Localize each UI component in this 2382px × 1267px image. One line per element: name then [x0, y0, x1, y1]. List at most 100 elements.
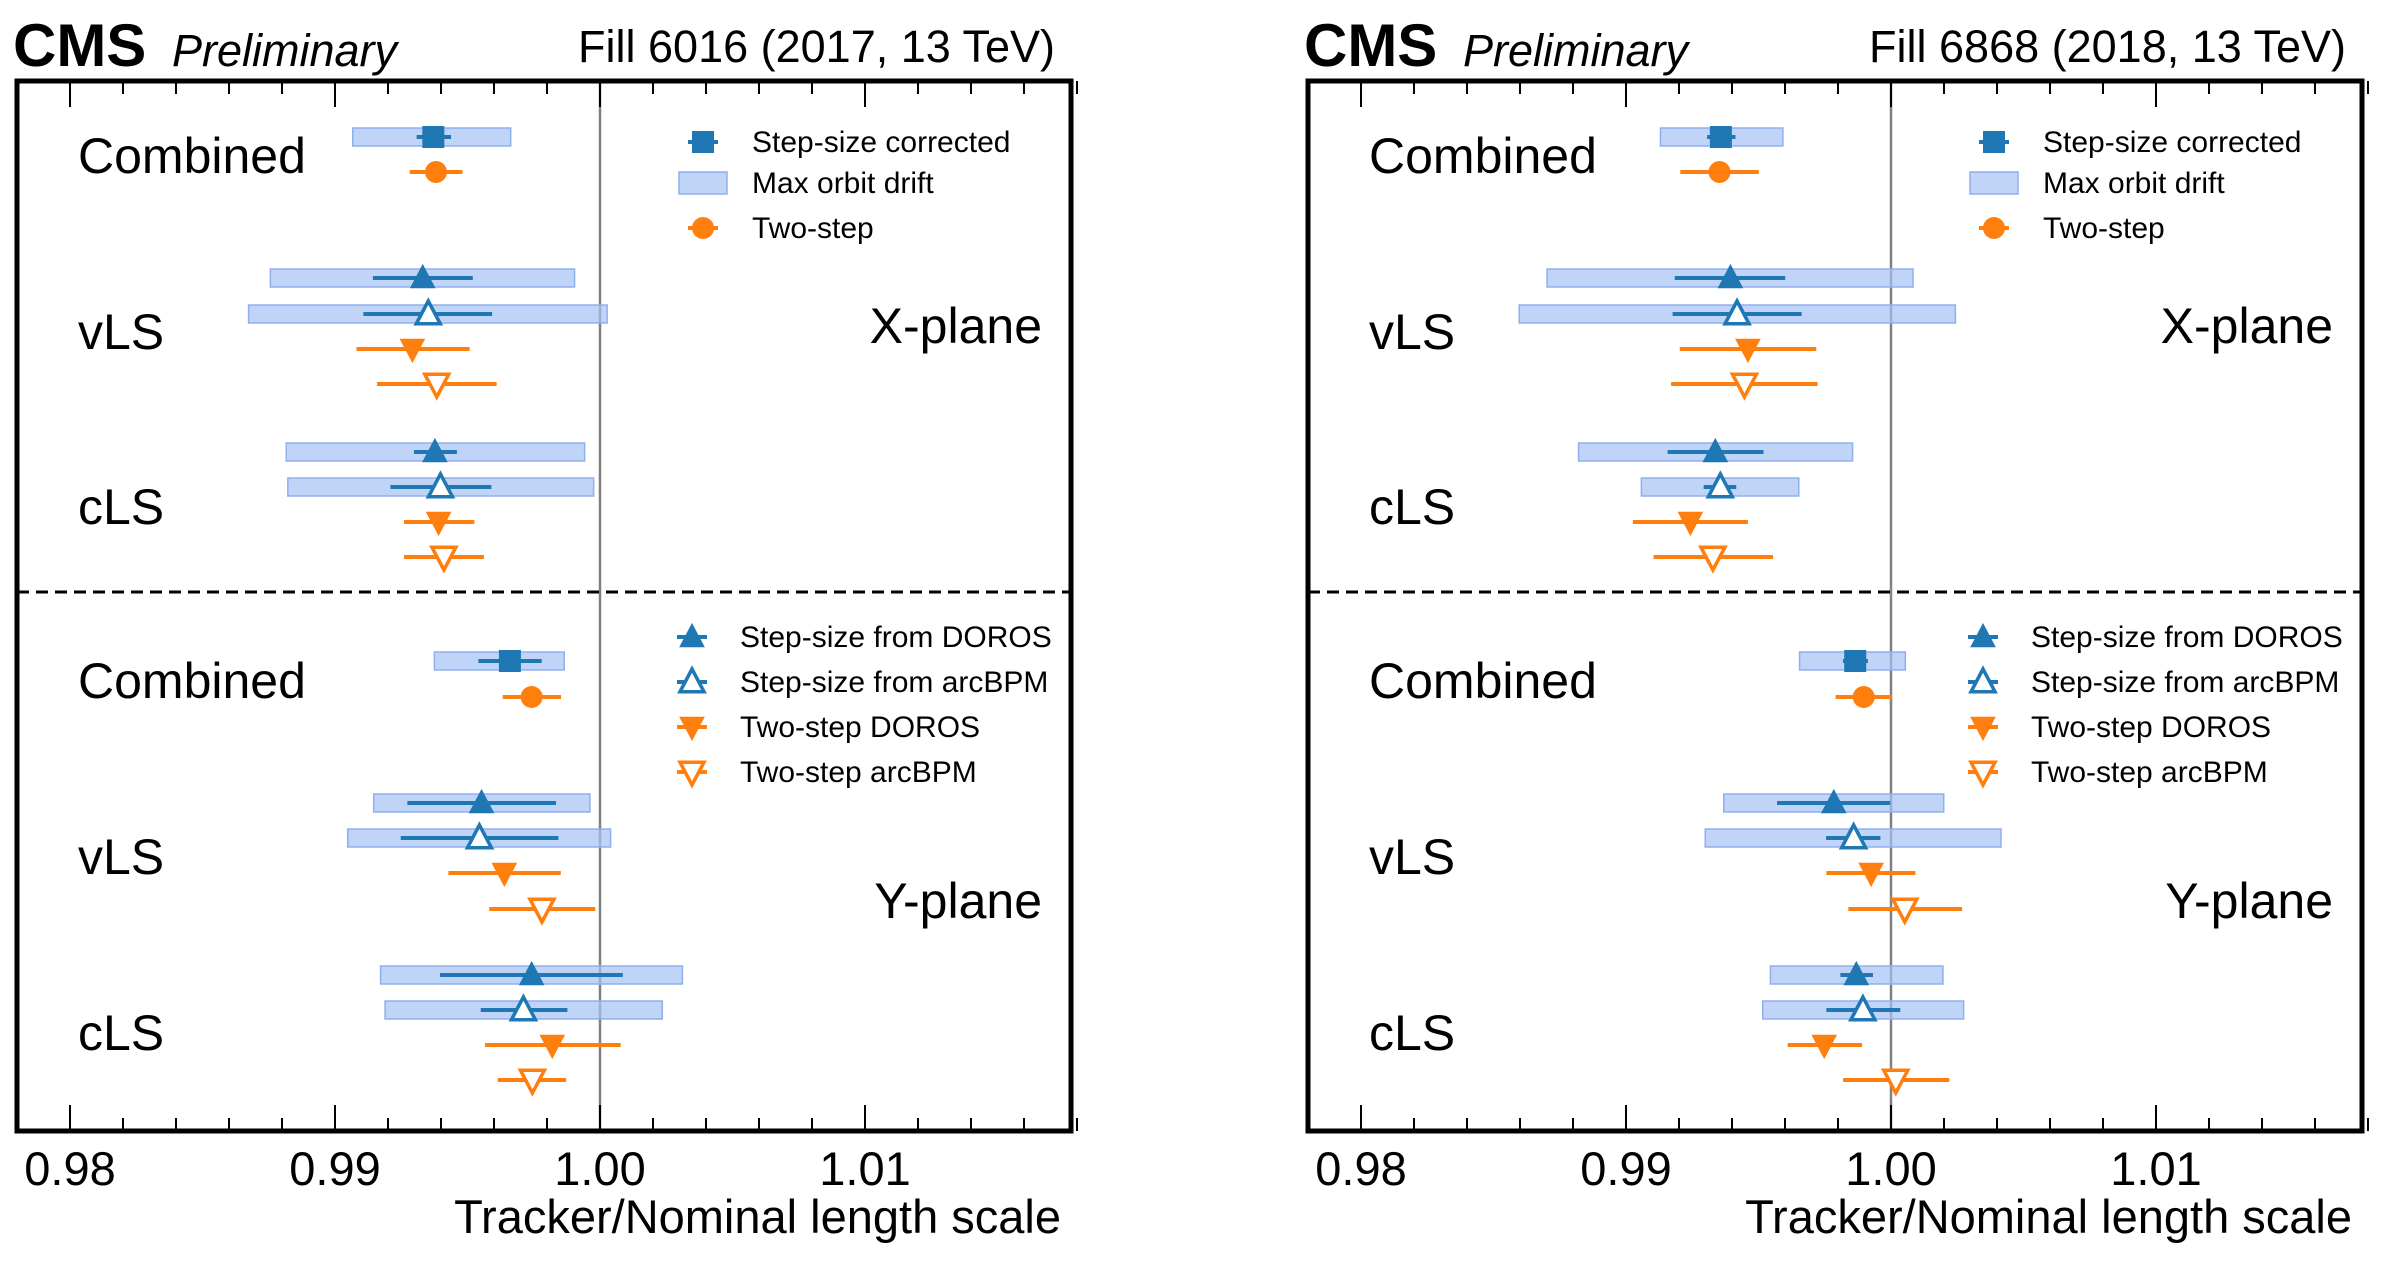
data-point-triangle-up-open: [413, 297, 444, 326]
data-point-square: [1844, 650, 1867, 672]
legend-marker-circle: [692, 217, 714, 239]
x-axis-label: Tracker/Nominal length scale: [454, 1190, 1061, 1243]
legend-label: Two-step arcBPM: [2031, 756, 2268, 789]
run-info-label: Fill 6016 (2017, 13 TeV): [578, 21, 1055, 72]
data-point-triangle-up: [468, 788, 495, 814]
data-point-triangle-up-open: [1722, 297, 1752, 326]
plane-label: X-plane: [2161, 298, 2333, 354]
group-label: vLS: [1369, 829, 1455, 885]
preliminary-label: Preliminary: [1463, 25, 1691, 76]
legend-marker-triangle-down-open: [677, 760, 707, 789]
x-tick-label: 1.01: [819, 1142, 910, 1195]
data-point-triangle-down: [399, 338, 426, 364]
data-point-triangle-up: [409, 263, 436, 289]
data-point-triangle-up: [1717, 263, 1744, 289]
data-point-circle: [1708, 161, 1731, 183]
legend-label: Step-size from DOROS: [740, 621, 1052, 654]
data-point-triangle-down-open: [1698, 545, 1728, 574]
plot-frame: [14, 78, 1074, 1134]
run-info-label: Fill 6868 (2018, 13 TeV): [1869, 21, 2346, 72]
data-point-triangle-up-open: [1838, 821, 1869, 850]
data-point-triangle-down-open: [1889, 897, 1920, 926]
data-point-triangle-up: [518, 960, 545, 986]
legend-label: Two-step DOROS: [2031, 711, 2271, 744]
data-point-triangle-down-open: [429, 545, 459, 574]
legend-marker-triangle-down: [1970, 716, 1996, 742]
plane-label: X-plane: [870, 298, 1042, 354]
legend-marker-triangle-down: [679, 716, 705, 742]
data-point-triangle-down-open: [527, 897, 557, 926]
legend-label: Step-size corrected: [752, 126, 1010, 159]
data-point-triangle-down: [1735, 338, 1761, 364]
x-tick-label: 0.98: [1315, 1142, 1406, 1195]
cms-label: CMS: [13, 12, 146, 79]
legend-label: Max orbit drift: [752, 167, 934, 200]
legend-marker-square: [1983, 131, 2005, 153]
legend-band-swatch: [678, 171, 728, 195]
x-tick-label: 0.98: [24, 1142, 115, 1195]
data-point-triangle-up: [1702, 437, 1729, 463]
legend-label: Two-step DOROS: [740, 711, 980, 744]
data-point-triangle-up: [422, 437, 448, 463]
legend-label: Step-size from arcBPM: [2031, 666, 2339, 699]
data-point-square: [1709, 126, 1732, 148]
data-point-triangle-down: [1677, 511, 1704, 537]
legend-label: Two-step: [752, 212, 874, 245]
group-label: vLS: [78, 304, 164, 360]
plane-label: Y-plane: [874, 873, 1042, 929]
group-label: Combined: [1369, 653, 1597, 709]
data-point-triangle-down-open: [1729, 372, 1760, 401]
data-point-triangle-up-open: [508, 993, 539, 1022]
data-point-square: [422, 126, 445, 148]
group-label: Combined: [78, 653, 306, 709]
plot-frame: [1305, 78, 2365, 1134]
data-point-triangle-down: [1811, 1034, 1838, 1060]
legend-marker-triangle-down-open: [1968, 760, 1998, 789]
data-point-triangle-down-open: [421, 372, 452, 401]
data-point-triangle-down: [539, 1034, 566, 1060]
group-label: Combined: [1369, 128, 1597, 184]
data-point-triangle-down-open: [517, 1068, 548, 1097]
data-point-triangle-down-open: [1880, 1068, 1911, 1097]
data-point-circle: [520, 686, 543, 708]
legend-label: Step-size from arcBPM: [740, 666, 1048, 699]
x-tick-label: 0.99: [1580, 1142, 1671, 1195]
data-point-triangle-up-open: [1705, 470, 1736, 499]
legend-band-swatch: [1969, 171, 2019, 195]
data-point-triangle-down: [1858, 862, 1884, 888]
legend-label: Two-step arcBPM: [740, 756, 977, 789]
data-point-triangle-up-open: [464, 821, 495, 850]
x-tick-label: 1.00: [554, 1142, 645, 1195]
legend-label: Step-size corrected: [2043, 126, 2301, 159]
data-point-circle: [424, 161, 447, 183]
legend-marker-triangle-up-open: [677, 665, 707, 694]
group-label: cLS: [78, 479, 164, 535]
legend-marker-circle: [1983, 217, 2005, 239]
group-label: cLS: [1369, 479, 1455, 535]
group-label: cLS: [1369, 1005, 1455, 1061]
group-label: vLS: [78, 829, 164, 885]
data-point-triangle-down: [491, 862, 518, 888]
x-tick-label: 0.99: [289, 1142, 380, 1195]
legend-marker-triangle-up: [1970, 622, 1996, 648]
panel-1: CMS Preliminary Fill 6016 (2017, 13 TeV) 0.…: [13, 12, 1078, 1243]
group-label: Combined: [78, 128, 306, 184]
preliminary-label: Preliminary: [172, 25, 400, 76]
data-point-triangle-up: [1843, 960, 1870, 986]
group-label: vLS: [1369, 304, 1455, 360]
legend-marker-triangle-up-open: [1968, 665, 1998, 694]
legend-marker-triangle-up: [679, 622, 705, 648]
legend-label: Max orbit drift: [2043, 167, 2225, 200]
data-point-triangle-up-open: [1848, 993, 1878, 1022]
data-point-circle: [1852, 686, 1875, 708]
plane-label: Y-plane: [2165, 873, 2333, 929]
cms-label: CMS: [1304, 12, 1437, 79]
data-point-triangle-up-open: [425, 470, 456, 499]
x-axis-label: Tracker/Nominal length scale: [1745, 1190, 2352, 1243]
legend-label: Step-size from DOROS: [2031, 621, 2343, 654]
data-point-triangle-up: [1820, 788, 1847, 814]
legend-marker-square: [692, 131, 714, 153]
panel-2: CMS Preliminary Fill 6868 (2018, 13 TeV) 0.…: [1304, 12, 2369, 1243]
legend-label: Two-step: [2043, 212, 2165, 245]
